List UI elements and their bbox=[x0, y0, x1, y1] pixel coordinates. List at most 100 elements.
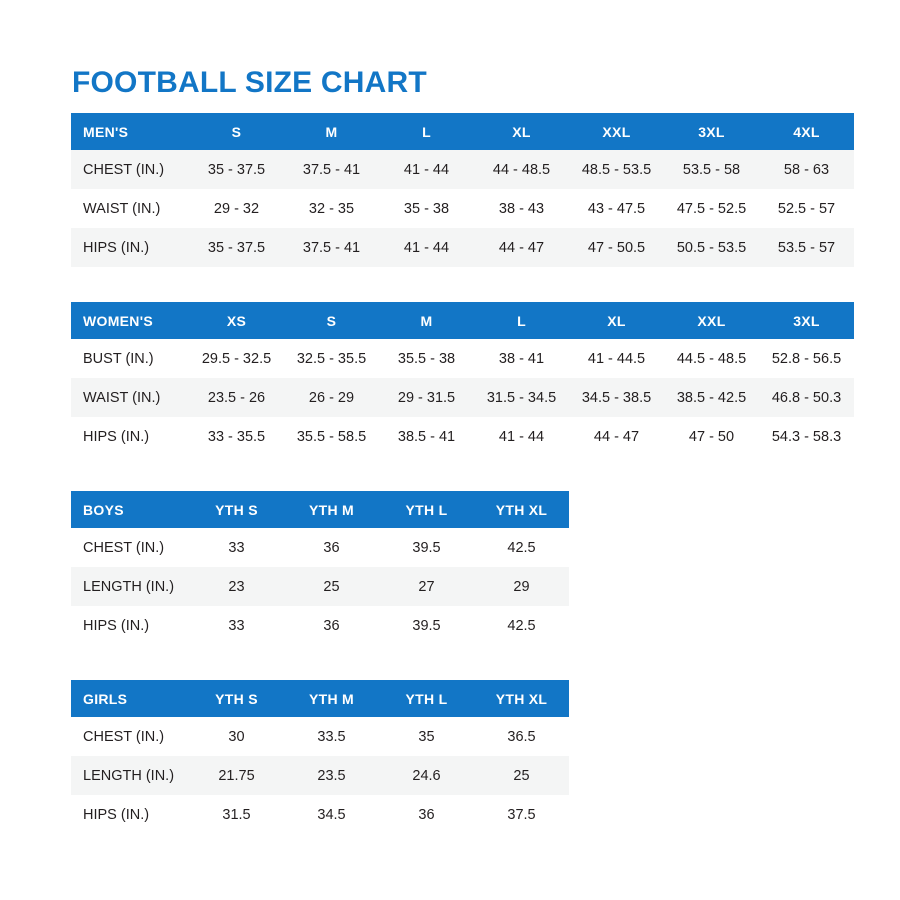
table-category-header: WOMEN'S bbox=[71, 302, 189, 339]
measurement-label: HIPS (IN.) bbox=[71, 417, 189, 456]
measurement-value: 47 - 50.5 bbox=[569, 228, 664, 267]
table-row: WAIST (IN.) 23.5 - 26 26 - 29 29 - 31.5 … bbox=[71, 378, 854, 417]
measurement-value: 34.5 bbox=[284, 795, 379, 834]
page-title: FOOTBALL SIZE CHART bbox=[72, 66, 427, 100]
measurement-value: 33.5 bbox=[284, 717, 379, 756]
measurement-value: 38.5 - 41 bbox=[379, 417, 474, 456]
measurement-value: 27 bbox=[379, 567, 474, 606]
table-row: HIPS (IN.) 33 36 39.5 42.5 bbox=[71, 606, 569, 645]
measurement-value: 53.5 - 58 bbox=[664, 150, 759, 189]
measurement-value: 34.5 - 38.5 bbox=[569, 378, 664, 417]
size-header: YTH L bbox=[379, 680, 474, 717]
measurement-value: 54.3 - 58.3 bbox=[759, 417, 854, 456]
measurement-value: 52.8 - 56.5 bbox=[759, 339, 854, 378]
measurement-value: 37.5 bbox=[474, 795, 569, 834]
table-row: WAIST (IN.) 29 - 32 32 - 35 35 - 38 38 -… bbox=[71, 189, 854, 228]
measurement-value: 32 - 35 bbox=[284, 189, 379, 228]
size-header: XXL bbox=[664, 302, 759, 339]
table-header-row: BOYS YTH S YTH M YTH L YTH XL bbox=[71, 491, 569, 528]
measurement-value: 39.5 bbox=[379, 606, 474, 645]
measurement-value: 33 bbox=[189, 606, 284, 645]
measurement-label: LENGTH (IN.) bbox=[71, 567, 189, 606]
measurement-value: 29.5 - 32.5 bbox=[189, 339, 284, 378]
mens-size-table: MEN'S S M L XL XXL 3XL 4XL CHEST (IN.) 3… bbox=[71, 113, 854, 267]
measurement-value: 23.5 bbox=[284, 756, 379, 795]
measurement-label: WAIST (IN.) bbox=[71, 378, 189, 417]
size-header: XXL bbox=[569, 113, 664, 150]
measurement-value: 31.5 bbox=[189, 795, 284, 834]
measurement-value: 42.5 bbox=[474, 606, 569, 645]
size-header: YTH L bbox=[379, 491, 474, 528]
measurement-label: WAIST (IN.) bbox=[71, 189, 189, 228]
measurement-value: 35 bbox=[379, 717, 474, 756]
measurement-value: 35 - 37.5 bbox=[189, 150, 284, 189]
size-header: 3XL bbox=[759, 302, 854, 339]
size-header: M bbox=[284, 113, 379, 150]
measurement-value: 58 - 63 bbox=[759, 150, 854, 189]
measurement-value: 31.5 - 34.5 bbox=[474, 378, 569, 417]
measurement-value: 37.5 - 41 bbox=[284, 228, 379, 267]
size-header: YTH S bbox=[189, 491, 284, 528]
measurement-label: CHEST (IN.) bbox=[71, 150, 189, 189]
size-header: YTH M bbox=[284, 680, 379, 717]
measurement-value: 36 bbox=[284, 528, 379, 567]
size-header: L bbox=[474, 302, 569, 339]
table-category-header: GIRLS bbox=[71, 680, 189, 717]
measurement-value: 48.5 - 53.5 bbox=[569, 150, 664, 189]
measurement-label: CHEST (IN.) bbox=[71, 528, 189, 567]
measurement-value: 47.5 - 52.5 bbox=[664, 189, 759, 228]
measurement-value: 25 bbox=[474, 756, 569, 795]
table-row: HIPS (IN.) 33 - 35.5 35.5 - 58.5 38.5 - … bbox=[71, 417, 854, 456]
size-header: YTH S bbox=[189, 680, 284, 717]
measurement-value: 38 - 43 bbox=[474, 189, 569, 228]
measurement-value: 33 bbox=[189, 528, 284, 567]
measurement-value: 26 - 29 bbox=[284, 378, 379, 417]
size-header: L bbox=[379, 113, 474, 150]
measurement-value: 44 - 47 bbox=[569, 417, 664, 456]
measurement-value: 35 - 37.5 bbox=[189, 228, 284, 267]
measurement-label: HIPS (IN.) bbox=[71, 795, 189, 834]
table-row: HIPS (IN.) 31.5 34.5 36 37.5 bbox=[71, 795, 569, 834]
measurement-value: 29 - 32 bbox=[189, 189, 284, 228]
table-row: LENGTH (IN.) 23 25 27 29 bbox=[71, 567, 569, 606]
measurement-value: 44 - 47 bbox=[474, 228, 569, 267]
size-header: XS bbox=[189, 302, 284, 339]
size-header: YTH M bbox=[284, 491, 379, 528]
measurement-value: 41 - 44 bbox=[474, 417, 569, 456]
measurement-label: CHEST (IN.) bbox=[71, 717, 189, 756]
size-header: S bbox=[189, 113, 284, 150]
measurement-label: LENGTH (IN.) bbox=[71, 756, 189, 795]
measurement-value: 41 - 44.5 bbox=[569, 339, 664, 378]
size-header: 3XL bbox=[664, 113, 759, 150]
table-category-header: MEN'S bbox=[71, 113, 189, 150]
measurement-value: 43 - 47.5 bbox=[569, 189, 664, 228]
table-row: HIPS (IN.) 35 - 37.5 37.5 - 41 41 - 44 4… bbox=[71, 228, 854, 267]
girls-size-table: GIRLS YTH S YTH M YTH L YTH XL CHEST (IN… bbox=[71, 680, 569, 834]
measurement-value: 41 - 44 bbox=[379, 228, 474, 267]
measurement-label: HIPS (IN.) bbox=[71, 228, 189, 267]
size-header: 4XL bbox=[759, 113, 854, 150]
table-row: BUST (IN.) 29.5 - 32.5 32.5 - 35.5 35.5 … bbox=[71, 339, 854, 378]
size-header: YTH XL bbox=[474, 680, 569, 717]
measurement-value: 47 - 50 bbox=[664, 417, 759, 456]
measurement-value: 30 bbox=[189, 717, 284, 756]
measurement-value: 36.5 bbox=[474, 717, 569, 756]
measurement-value: 35.5 - 38 bbox=[379, 339, 474, 378]
measurement-value: 42.5 bbox=[474, 528, 569, 567]
measurement-value: 35.5 - 58.5 bbox=[284, 417, 379, 456]
table-header-row: WOMEN'S XS S M L XL XXL 3XL bbox=[71, 302, 854, 339]
table-header-row: MEN'S S M L XL XXL 3XL 4XL bbox=[71, 113, 854, 150]
size-header: XL bbox=[474, 113, 569, 150]
measurement-value: 36 bbox=[379, 795, 474, 834]
size-header: S bbox=[284, 302, 379, 339]
measurement-value: 29 bbox=[474, 567, 569, 606]
measurement-value: 36 bbox=[284, 606, 379, 645]
measurement-label: HIPS (IN.) bbox=[71, 606, 189, 645]
table-row: CHEST (IN.) 30 33.5 35 36.5 bbox=[71, 717, 569, 756]
measurement-value: 37.5 - 41 bbox=[284, 150, 379, 189]
table-row: CHEST (IN.) 35 - 37.5 37.5 - 41 41 - 44 … bbox=[71, 150, 854, 189]
measurement-value: 21.75 bbox=[189, 756, 284, 795]
measurement-value: 44.5 - 48.5 bbox=[664, 339, 759, 378]
measurement-value: 50.5 - 53.5 bbox=[664, 228, 759, 267]
measurement-value: 23 bbox=[189, 567, 284, 606]
